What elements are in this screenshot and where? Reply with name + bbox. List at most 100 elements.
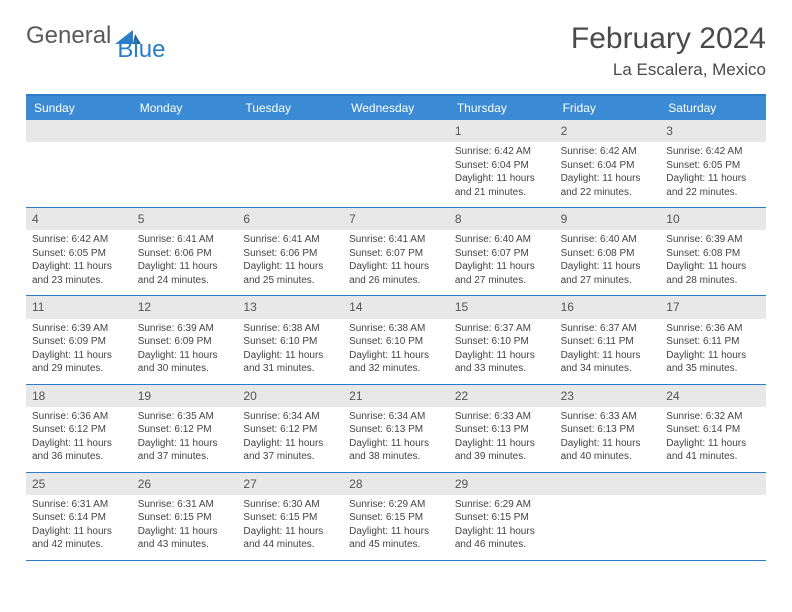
day-details: Sunrise: 6:35 AMSunset: 6:12 PMDaylight:… bbox=[138, 410, 232, 464]
day-number bbox=[660, 473, 766, 495]
day-details: Sunrise: 6:39 AMSunset: 6:09 PMDaylight:… bbox=[138, 322, 232, 376]
day-number: 3 bbox=[660, 120, 766, 142]
day-number: 4 bbox=[26, 208, 132, 230]
weekday-label: Thursday bbox=[449, 96, 555, 120]
day-number: 21 bbox=[343, 385, 449, 407]
day-cell: 3 Sunrise: 6:42 AMSunset: 6:05 PMDaylight… bbox=[660, 120, 766, 207]
day-cell-empty bbox=[132, 120, 238, 207]
day-number: 11 bbox=[26, 296, 132, 318]
day-details: Sunrise: 6:33 AMSunset: 6:13 PMDaylight:… bbox=[561, 410, 655, 464]
week-row: 1 Sunrise: 6:42 AMSunset: 6:04 PMDaylight… bbox=[26, 120, 766, 208]
logo-text-general: General bbox=[26, 22, 111, 50]
week-row: 18 Sunrise: 6:36 AMSunset: 6:12 PMDayligh… bbox=[26, 385, 766, 473]
day-cell-empty bbox=[555, 473, 661, 560]
day-details: Sunrise: 6:33 AMSunset: 6:13 PMDaylight:… bbox=[455, 410, 549, 464]
weekday-label: Tuesday bbox=[237, 96, 343, 120]
day-cell-empty bbox=[237, 120, 343, 207]
day-cell: 21 Sunrise: 6:34 AMSunset: 6:13 PMDayligh… bbox=[343, 385, 449, 472]
day-number: 6 bbox=[237, 208, 343, 230]
day-cell: 27 Sunrise: 6:30 AMSunset: 6:15 PMDayligh… bbox=[237, 473, 343, 560]
day-details: Sunrise: 6:40 AMSunset: 6:08 PMDaylight:… bbox=[561, 233, 655, 287]
day-number: 10 bbox=[660, 208, 766, 230]
day-details: Sunrise: 6:29 AMSunset: 6:15 PMDaylight:… bbox=[455, 498, 549, 552]
day-cell: 25 Sunrise: 6:31 AMSunset: 6:14 PMDayligh… bbox=[26, 473, 132, 560]
weekday-label: Saturday bbox=[660, 96, 766, 120]
day-details: Sunrise: 6:32 AMSunset: 6:14 PMDaylight:… bbox=[666, 410, 760, 464]
weekday-label: Monday bbox=[132, 96, 238, 120]
day-number bbox=[26, 120, 132, 142]
location-label: La Escalera, Mexico bbox=[571, 60, 766, 80]
day-number: 25 bbox=[26, 473, 132, 495]
day-cell: 9 Sunrise: 6:40 AMSunset: 6:08 PMDaylight… bbox=[555, 208, 661, 295]
day-number: 7 bbox=[343, 208, 449, 230]
day-details: Sunrise: 6:38 AMSunset: 6:10 PMDaylight:… bbox=[349, 322, 443, 376]
day-details: Sunrise: 6:39 AMSunset: 6:08 PMDaylight:… bbox=[666, 233, 760, 287]
day-details: Sunrise: 6:30 AMSunset: 6:15 PMDaylight:… bbox=[243, 498, 337, 552]
day-cell: 29 Sunrise: 6:29 AMSunset: 6:15 PMDayligh… bbox=[449, 473, 555, 560]
day-cell: 19Sunrise: 6:35 AMSunset: 6:12 PMDayligh… bbox=[132, 385, 238, 472]
day-details: Sunrise: 6:37 AMSunset: 6:10 PMDaylight:… bbox=[455, 322, 549, 376]
weekday-header: SundayMondayTuesdayWednesdayThursdayFrid… bbox=[26, 96, 766, 120]
day-number bbox=[237, 120, 343, 142]
title-block: February 2024 La Escalera, Mexico bbox=[571, 22, 766, 80]
day-cell: 24 Sunrise: 6:32 AMSunset: 6:14 PMDayligh… bbox=[660, 385, 766, 472]
day-details: Sunrise: 6:41 AMSunset: 6:06 PMDaylight:… bbox=[138, 233, 232, 287]
day-details: Sunrise: 6:42 AMSunset: 6:05 PMDaylight:… bbox=[666, 145, 760, 199]
day-number: 18 bbox=[26, 385, 132, 407]
day-cell: 5 Sunrise: 6:41 AMSunset: 6:06 PMDaylight… bbox=[132, 208, 238, 295]
day-number bbox=[555, 473, 661, 495]
day-details: Sunrise: 6:31 AMSunset: 6:14 PMDaylight:… bbox=[32, 498, 126, 552]
day-number: 8 bbox=[449, 208, 555, 230]
day-cell: 22 Sunrise: 6:33 AMSunset: 6:13 PMDayligh… bbox=[449, 385, 555, 472]
week-row: 4 Sunrise: 6:42 AMSunset: 6:05 PMDaylight… bbox=[26, 208, 766, 296]
day-details: Sunrise: 6:36 AMSunset: 6:11 PMDaylight:… bbox=[666, 322, 760, 376]
day-cell-empty bbox=[343, 120, 449, 207]
day-cell: 18 Sunrise: 6:36 AMSunset: 6:12 PMDayligh… bbox=[26, 385, 132, 472]
day-cell: 12 Sunrise: 6:39 AMSunset: 6:09 PMDayligh… bbox=[132, 296, 238, 383]
day-cell: 2 Sunrise: 6:42 AMSunset: 6:04 PMDaylight… bbox=[555, 120, 661, 207]
day-number: 22 bbox=[449, 385, 555, 407]
day-cell: 8Sunrise: 6:40 AMSunset: 6:07 PMDaylight… bbox=[449, 208, 555, 295]
day-cell-empty bbox=[26, 120, 132, 207]
day-number: 13 bbox=[237, 296, 343, 318]
weekday-label: Friday bbox=[555, 96, 661, 120]
logo-text-blue: Blue bbox=[117, 36, 165, 64]
day-cell: 20Sunrise: 6:34 AMSunset: 6:12 PMDayligh… bbox=[237, 385, 343, 472]
day-number: 26 bbox=[132, 473, 238, 495]
day-cell: 26 Sunrise: 6:31 AMSunset: 6:15 PMDayligh… bbox=[132, 473, 238, 560]
day-details: Sunrise: 6:37 AMSunset: 6:11 PMDaylight:… bbox=[561, 322, 655, 376]
day-number: 29 bbox=[449, 473, 555, 495]
day-details: Sunrise: 6:31 AMSunset: 6:15 PMDaylight:… bbox=[138, 498, 232, 552]
day-number: 12 bbox=[132, 296, 238, 318]
day-number: 9 bbox=[555, 208, 661, 230]
day-number bbox=[132, 120, 238, 142]
day-details: Sunrise: 6:42 AMSunset: 6:05 PMDaylight:… bbox=[32, 233, 126, 287]
day-number: 5 bbox=[132, 208, 238, 230]
day-details: Sunrise: 6:36 AMSunset: 6:12 PMDaylight:… bbox=[32, 410, 126, 464]
day-number: 24 bbox=[660, 385, 766, 407]
day-number: 2 bbox=[555, 120, 661, 142]
day-details: Sunrise: 6:29 AMSunset: 6:15 PMDaylight:… bbox=[349, 498, 443, 552]
day-details: Sunrise: 6:41 AMSunset: 6:06 PMDaylight:… bbox=[243, 233, 337, 287]
page-title: February 2024 bbox=[571, 22, 766, 56]
day-details: Sunrise: 6:42 AMSunset: 6:04 PMDaylight:… bbox=[561, 145, 655, 199]
day-details: Sunrise: 6:39 AMSunset: 6:09 PMDaylight:… bbox=[32, 322, 126, 376]
day-details: Sunrise: 6:41 AMSunset: 6:07 PMDaylight:… bbox=[349, 233, 443, 287]
day-cell: 1Sunrise: 6:42 AMSunset: 6:04 PMDaylight… bbox=[449, 120, 555, 207]
day-details: Sunrise: 6:34 AMSunset: 6:12 PMDaylight:… bbox=[243, 410, 337, 464]
day-cell: 17Sunrise: 6:36 AMSunset: 6:11 PMDayligh… bbox=[660, 296, 766, 383]
day-number bbox=[343, 120, 449, 142]
day-cell: 10 Sunrise: 6:39 AMSunset: 6:08 PMDayligh… bbox=[660, 208, 766, 295]
day-number: 23 bbox=[555, 385, 661, 407]
day-number: 28 bbox=[343, 473, 449, 495]
day-cell-empty bbox=[660, 473, 766, 560]
day-number: 15 bbox=[449, 296, 555, 318]
day-cell: 23 Sunrise: 6:33 AMSunset: 6:13 PMDayligh… bbox=[555, 385, 661, 472]
week-row: 25 Sunrise: 6:31 AMSunset: 6:14 PMDayligh… bbox=[26, 473, 766, 561]
day-number: 1 bbox=[449, 120, 555, 142]
day-cell: 4 Sunrise: 6:42 AMSunset: 6:05 PMDaylight… bbox=[26, 208, 132, 295]
day-cell: 7 Sunrise: 6:41 AMSunset: 6:07 PMDaylight… bbox=[343, 208, 449, 295]
day-number: 27 bbox=[237, 473, 343, 495]
day-details: Sunrise: 6:34 AMSunset: 6:13 PMDaylight:… bbox=[349, 410, 443, 464]
day-cell: 13Sunrise: 6:38 AMSunset: 6:10 PMDayligh… bbox=[237, 296, 343, 383]
